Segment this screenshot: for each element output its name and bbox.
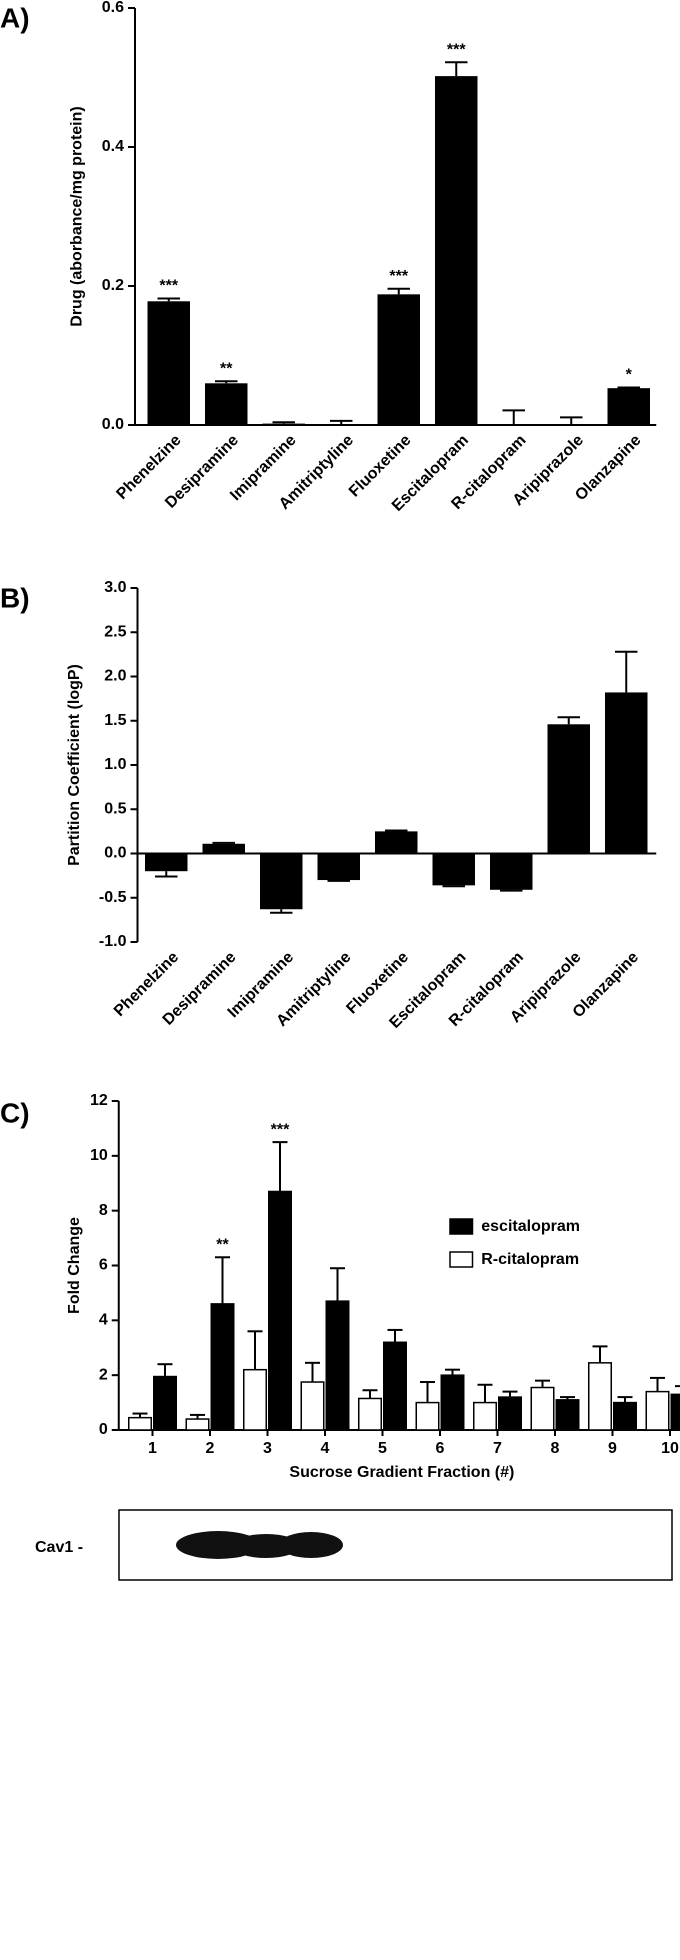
panel-label: B) bbox=[0, 582, 30, 613]
bar bbox=[547, 724, 590, 854]
x-tick-label: 6 bbox=[436, 1440, 445, 1457]
panel-label: A) bbox=[0, 2, 30, 33]
x-tick-label: 9 bbox=[608, 1440, 617, 1457]
x-tick-label: 7 bbox=[493, 1440, 502, 1457]
bar bbox=[260, 853, 303, 910]
legend-label: R-citalopram bbox=[481, 1251, 579, 1268]
y-tick-label: -1.0 bbox=[99, 933, 127, 950]
significance: *** bbox=[271, 1121, 290, 1138]
y-tick-label: 8 bbox=[99, 1202, 108, 1219]
bar bbox=[588, 1362, 612, 1431]
bar bbox=[613, 1401, 637, 1431]
y-tick-label: 0 bbox=[99, 1421, 108, 1438]
bar bbox=[645, 1390, 670, 1431]
x-tick-label: 8 bbox=[551, 1440, 560, 1457]
y-tick-label: 0.0 bbox=[104, 845, 126, 862]
x-axis-title: Sucrose Gradient Fraction (#) bbox=[289, 1464, 514, 1481]
bar bbox=[440, 1374, 465, 1431]
legend-label: escitalopram bbox=[481, 1218, 580, 1235]
bar bbox=[243, 1368, 267, 1431]
bar bbox=[415, 1401, 440, 1431]
x-tick-label: 3 bbox=[263, 1440, 272, 1457]
bar bbox=[383, 1341, 407, 1431]
y-tick-label: 0.4 bbox=[102, 138, 124, 155]
bar bbox=[550, 424, 593, 425]
panel-label: C) bbox=[0, 1097, 30, 1128]
y-tick-label: 0.6 bbox=[102, 0, 124, 16]
significance: ** bbox=[220, 360, 233, 377]
bar bbox=[325, 1300, 350, 1431]
bar bbox=[530, 1386, 555, 1431]
y-tick-label: 1.0 bbox=[104, 756, 126, 773]
y-axis-title: Drug (aborbance/mg protein) bbox=[69, 106, 86, 326]
bar bbox=[185, 1418, 210, 1431]
bar bbox=[268, 1190, 292, 1431]
bar bbox=[670, 1393, 680, 1431]
blot-bands bbox=[176, 1531, 343, 1559]
significance: *** bbox=[389, 268, 408, 285]
bar bbox=[492, 424, 535, 425]
y-tick-label: 4 bbox=[99, 1312, 108, 1329]
y-axis-title: Partition Coefficient (logP) bbox=[66, 664, 83, 866]
y-tick-label: 2.5 bbox=[104, 623, 126, 640]
y-tick-label: -0.5 bbox=[99, 889, 127, 906]
x-tick-label: 10 bbox=[661, 1440, 679, 1457]
legend-swatch bbox=[449, 1218, 474, 1235]
bar bbox=[153, 1375, 177, 1431]
bar bbox=[262, 423, 305, 425]
blot-label: Cav1 - bbox=[35, 1539, 83, 1556]
y-tick-label: 0.2 bbox=[102, 277, 124, 294]
x-tick-label: 4 bbox=[321, 1440, 330, 1457]
significance: ** bbox=[216, 1236, 229, 1253]
bar bbox=[435, 76, 478, 426]
bar bbox=[473, 1401, 497, 1431]
significance: *** bbox=[447, 41, 466, 58]
bar bbox=[205, 383, 248, 425]
x-tick-label: 5 bbox=[378, 1440, 387, 1457]
bar bbox=[375, 831, 418, 854]
y-tick-label: 3.0 bbox=[104, 579, 126, 596]
y-tick-label: 2 bbox=[99, 1366, 108, 1383]
x-tick-label: 2 bbox=[206, 1440, 215, 1457]
bar bbox=[605, 692, 648, 854]
y-tick-label: 0.5 bbox=[104, 800, 126, 817]
bar bbox=[300, 1381, 325, 1431]
bar bbox=[490, 853, 533, 890]
y-tick-label: 2.0 bbox=[104, 668, 126, 685]
bar bbox=[210, 1303, 235, 1431]
bar bbox=[147, 301, 190, 425]
bar bbox=[555, 1399, 580, 1431]
bar bbox=[145, 853, 188, 872]
bar bbox=[128, 1416, 152, 1431]
x-tick-label: 1 bbox=[148, 1440, 157, 1457]
legend-swatch bbox=[449, 1251, 474, 1268]
significance: * bbox=[626, 367, 633, 384]
bar bbox=[607, 388, 650, 425]
bar bbox=[317, 853, 360, 881]
y-tick-label: 10 bbox=[90, 1147, 108, 1164]
bar bbox=[202, 843, 245, 854]
bar bbox=[377, 294, 420, 425]
y-tick-label: 12 bbox=[90, 1092, 108, 1109]
y-tick-label: 6 bbox=[99, 1257, 108, 1274]
bar bbox=[320, 424, 363, 425]
y-tick-label: 0.0 bbox=[102, 416, 124, 433]
bar bbox=[432, 853, 475, 886]
significance: *** bbox=[159, 278, 178, 295]
bar bbox=[498, 1396, 522, 1431]
bar bbox=[358, 1397, 382, 1431]
y-tick-label: 1.5 bbox=[104, 712, 126, 729]
y-axis-title: Fold Change bbox=[66, 1217, 83, 1314]
